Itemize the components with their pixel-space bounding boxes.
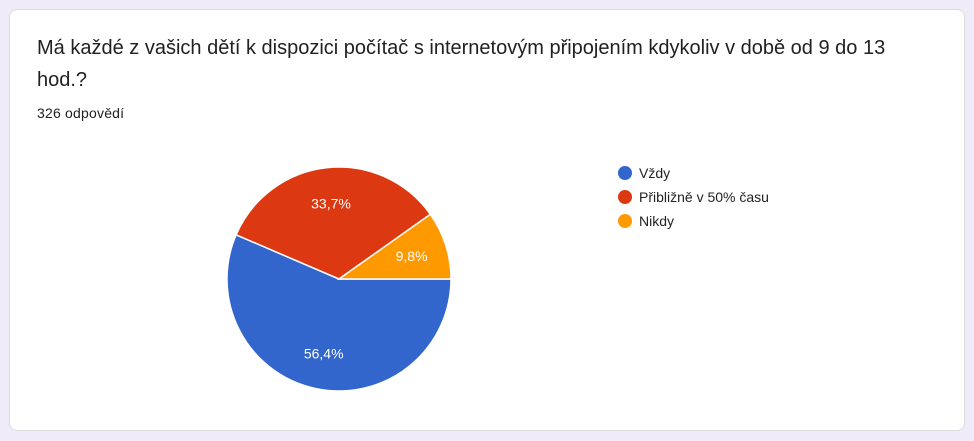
- legend-label: Nikdy: [639, 213, 674, 229]
- pie-chart: 56,4% 33,7% 9,8% Vždy Přibližně v 50% času N…: [226, 165, 769, 392]
- slice-value-label: 56,4%: [304, 346, 344, 362]
- legend-swatch: [618, 214, 632, 228]
- legend-item[interactable]: Nikdy: [618, 213, 674, 229]
- legend-swatch: [618, 190, 632, 204]
- pie-slice-2[interactable]: [235, 166, 432, 280]
- legend-swatch: [618, 166, 632, 180]
- response-card: Má každé z vašich dětí k dispozici počít…: [9, 9, 965, 431]
- legend-label: Přibližně v 50% času: [639, 189, 769, 205]
- pie-slice-3[interactable]: [336, 213, 452, 280]
- slice-value-label: 9,8%: [396, 248, 428, 264]
- legend-label: Vždy: [639, 165, 670, 181]
- pie-slices: [226, 166, 452, 392]
- slice-value-label: 33,7%: [311, 195, 351, 211]
- question-title: Má každé z vašich dětí k dispozici počít…: [37, 37, 886, 91]
- response-count: 326 odpovědí: [37, 105, 125, 121]
- legend-item[interactable]: Vždy: [618, 165, 670, 181]
- pie-value-labels: 56,4% 33,7% 9,8%: [304, 195, 428, 361]
- legend-item[interactable]: Přibližně v 50% času: [618, 189, 769, 205]
- chart-legend: Vždy Přibližně v 50% času Nikdy: [618, 165, 769, 229]
- pie-slice-1[interactable]: [226, 233, 452, 392]
